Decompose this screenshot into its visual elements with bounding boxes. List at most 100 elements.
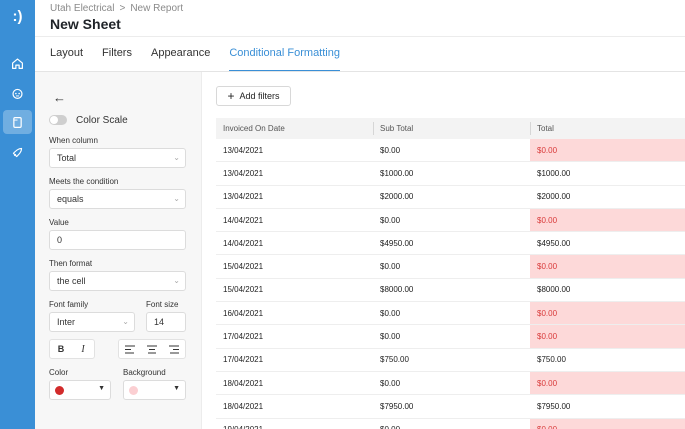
chevron-down-icon: ⌄ bbox=[173, 194, 180, 203]
total-cell[interactable]: $750.00 bbox=[537, 355, 566, 365]
table-header: Invoiced On Date Sub Total Total bbox=[216, 118, 685, 139]
table-row[interactable]: 13/04/2021 $1000.00 $1000.00 bbox=[216, 162, 685, 186]
condition-value: equals bbox=[57, 194, 84, 204]
table-row[interactable]: 13/04/2021 $2000.00 $2000.00 bbox=[216, 186, 685, 209]
date-cell[interactable]: 14/04/2021 bbox=[223, 238, 264, 248]
add-filters-button[interactable]: + Add filters bbox=[216, 86, 291, 106]
nav-robot[interactable] bbox=[3, 81, 32, 105]
text-style-group: B I bbox=[49, 339, 95, 359]
total-cell[interactable]: $0.00 bbox=[530, 418, 685, 429]
total-cell[interactable]: $0.00 bbox=[530, 302, 685, 325]
rocket-icon bbox=[12, 147, 23, 157]
date-cell[interactable]: 15/04/2021 bbox=[223, 285, 264, 295]
nav-reports[interactable] bbox=[3, 110, 32, 134]
text-color-picker[interactable]: ▼ bbox=[49, 380, 111, 400]
total-cell[interactable]: $1000.00 bbox=[537, 168, 571, 178]
sub-total-cell[interactable]: $0.00 bbox=[380, 308, 401, 318]
date-cell[interactable]: 14/04/2021 bbox=[223, 215, 264, 225]
condition-label: Meets the condition bbox=[49, 177, 119, 186]
align-right-button[interactable] bbox=[163, 340, 185, 358]
table-row[interactable]: 17/04/2021 $0.00 $0.00 bbox=[216, 325, 685, 349]
sub-total-cell[interactable]: $0.00 bbox=[373, 419, 530, 429]
back-arrow-icon[interactable]: ← bbox=[53, 90, 66, 105]
add-filters-label: Add filters bbox=[239, 91, 280, 101]
sub-total-cell[interactable]: $1000.00 bbox=[380, 168, 414, 178]
table-row[interactable]: 18/04/2021 $7950.00 $7950.00 bbox=[216, 395, 685, 419]
value-input[interactable]: 0 bbox=[49, 230, 186, 250]
sub-total-cell[interactable]: $0.00 bbox=[380, 378, 401, 388]
breadcrumb-item[interactable]: Utah Electrical bbox=[50, 3, 115, 14]
breadcrumb-item[interactable]: New Report bbox=[130, 3, 184, 14]
table-row[interactable]: 16/04/2021 $0.00 $0.00 bbox=[216, 302, 685, 326]
align-center-icon bbox=[147, 345, 157, 353]
then-format-value: the cell bbox=[57, 276, 86, 286]
text-color-swatch bbox=[55, 386, 64, 395]
total-cell[interactable]: $0.00 bbox=[530, 139, 685, 162]
align-center-button[interactable] bbox=[141, 340, 163, 358]
color-scale-toggle[interactable] bbox=[49, 115, 67, 125]
caret-down-icon: ▼ bbox=[173, 385, 180, 392]
sub-total-cell[interactable]: $0.00 bbox=[380, 332, 401, 342]
table-row[interactable]: 17/04/2021 $750.00 $750.00 bbox=[216, 349, 685, 372]
condition-select[interactable]: equals ⌄ bbox=[49, 189, 186, 209]
background-color-swatch bbox=[129, 386, 138, 395]
total-cell[interactable]: $7950.00 bbox=[537, 401, 571, 411]
text-align-group bbox=[118, 339, 186, 359]
nav-home[interactable] bbox=[3, 51, 32, 75]
header-divider bbox=[35, 36, 685, 37]
date-cell[interactable]: 13/04/2021 bbox=[223, 192, 264, 202]
total-cell[interactable]: $0.00 bbox=[530, 255, 685, 278]
date-cell[interactable]: 13/04/2021 bbox=[223, 168, 264, 178]
table-row[interactable]: 14/04/2021 $4950.00 $4950.00 bbox=[216, 232, 685, 256]
sub-total-cell[interactable]: $750.00 bbox=[380, 355, 409, 365]
table-row[interactable]: 15/04/2021 $8000.00 $8000.00 bbox=[216, 279, 685, 303]
table-row[interactable]: 13/04/2021 $0.00 $0.00 bbox=[216, 139, 685, 163]
font-family-select[interactable]: Inter ⌄ bbox=[49, 312, 135, 332]
total-cell[interactable]: $4950.00 bbox=[537, 238, 571, 248]
date-cell[interactable]: 15/04/2021 bbox=[223, 262, 264, 272]
date-cell[interactable]: 18/04/2021 bbox=[223, 378, 264, 388]
align-right-icon bbox=[169, 345, 179, 353]
italic-button[interactable]: I bbox=[81, 343, 85, 355]
sub-total-cell[interactable]: $7950.00 bbox=[380, 401, 414, 411]
date-cell[interactable]: 18/04/2021 bbox=[223, 401, 264, 411]
bold-button[interactable]: B bbox=[57, 344, 65, 354]
tab-filters[interactable]: Filters bbox=[102, 47, 132, 59]
sub-total-cell[interactable]: $4950.00 bbox=[380, 238, 414, 248]
when-column-select[interactable]: Total ⌄ bbox=[49, 148, 186, 168]
sub-total-cell[interactable]: $8000.00 bbox=[380, 285, 414, 295]
tab-layout[interactable]: Layout bbox=[50, 47, 84, 59]
date-cell[interactable]: 17/04/2021 bbox=[223, 355, 264, 365]
nav-rocket[interactable] bbox=[3, 140, 32, 164]
then-format-select[interactable]: the cell ⌄ bbox=[49, 271, 186, 291]
app-logo[interactable]: :) bbox=[12, 8, 23, 25]
align-left-button[interactable] bbox=[119, 340, 141, 358]
sub-total-cell[interactable]: $0.00 bbox=[380, 262, 401, 272]
table-row[interactable]: 14/04/2021 $0.00 $0.00 bbox=[216, 208, 685, 233]
column-header-sub-total[interactable]: Sub Total bbox=[373, 118, 530, 139]
value-input-text: 0 bbox=[57, 235, 63, 245]
table-row[interactable]: 19/04/2021$0.00$0.00 bbox=[216, 418, 685, 429]
total-cell[interactable]: $0.00 bbox=[530, 208, 685, 232]
date-cell[interactable]: 17/04/2021 bbox=[223, 332, 264, 342]
table-row[interactable]: 15/04/2021 $0.00 $0.00 bbox=[216, 255, 685, 279]
sub-total-cell[interactable]: $0.00 bbox=[380, 215, 401, 225]
tab-conditional-formatting[interactable]: Conditional Formatting bbox=[229, 47, 340, 72]
total-cell[interactable]: $0.00 bbox=[530, 325, 685, 348]
when-column-label: When column bbox=[49, 136, 98, 145]
date-cell[interactable]: 19/04/2021 bbox=[216, 419, 373, 429]
total-cell[interactable]: $0.00 bbox=[530, 371, 685, 395]
background-color-picker[interactable]: ▼ bbox=[123, 380, 186, 400]
date-cell[interactable]: 13/04/2021 bbox=[223, 145, 264, 155]
tab-appearance[interactable]: Appearance bbox=[150, 47, 211, 59]
total-cell[interactable]: $8000.00 bbox=[537, 285, 571, 295]
column-header-invoiced-on-date[interactable]: Invoiced On Date bbox=[223, 124, 285, 133]
sub-total-cell[interactable]: $0.00 bbox=[380, 145, 401, 155]
total-cell[interactable]: $2000.00 bbox=[537, 192, 571, 202]
sub-total-cell[interactable]: $2000.00 bbox=[380, 192, 414, 202]
font-size-input[interactable]: 14 bbox=[146, 312, 186, 332]
date-cell[interactable]: 16/04/2021 bbox=[223, 308, 264, 318]
table-row[interactable]: 18/04/2021 $0.00 $0.00 bbox=[216, 371, 685, 396]
column-header-total[interactable]: Total bbox=[530, 118, 685, 139]
color-scale-label: Color Scale bbox=[76, 115, 128, 126]
